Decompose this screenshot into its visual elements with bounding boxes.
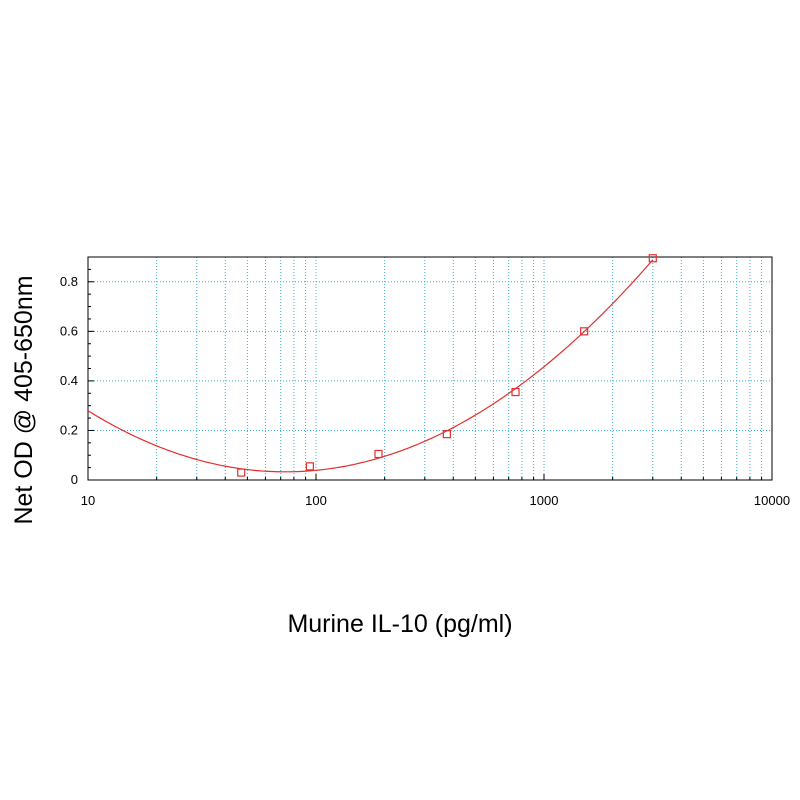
x-tick-label: 100: [305, 493, 327, 508]
y-tick-label: 0.4: [60, 373, 78, 388]
y-tick-label: 0: [71, 472, 78, 487]
data-point: [511, 387, 520, 397]
grid-lines: [88, 257, 772, 480]
x-tick-label: 10: [81, 493, 95, 508]
y-tick-label: 0.6: [60, 323, 78, 338]
y-tick-label: 0.2: [60, 422, 78, 437]
data-point: [374, 449, 383, 459]
data-point: [580, 327, 589, 336]
data-point: [648, 254, 657, 263]
y-axis-tick-labels: 0 0.2 0.4 0.6 0.8: [60, 274, 78, 487]
y-axis-title: Net OD @ 405-650nm: [10, 275, 38, 524]
x-tick-label: 10000: [754, 493, 790, 508]
y-tick-label: 0.8: [60, 274, 78, 289]
axis-tick-marks: [88, 256, 763, 481]
data-point: [442, 430, 451, 439]
data-point: [237, 468, 246, 477]
data-point: [305, 462, 314, 471]
x-axis-tick-labels: 10 100 1000 10000: [81, 493, 790, 508]
data-points: [237, 254, 657, 477]
plot-frame: [87, 256, 773, 481]
x-tick-label: 1000: [530, 493, 559, 508]
fitted-curve-line: [87, 259, 654, 473]
x-axis-title: Murine IL-10 (pg/ml): [287, 610, 512, 638]
